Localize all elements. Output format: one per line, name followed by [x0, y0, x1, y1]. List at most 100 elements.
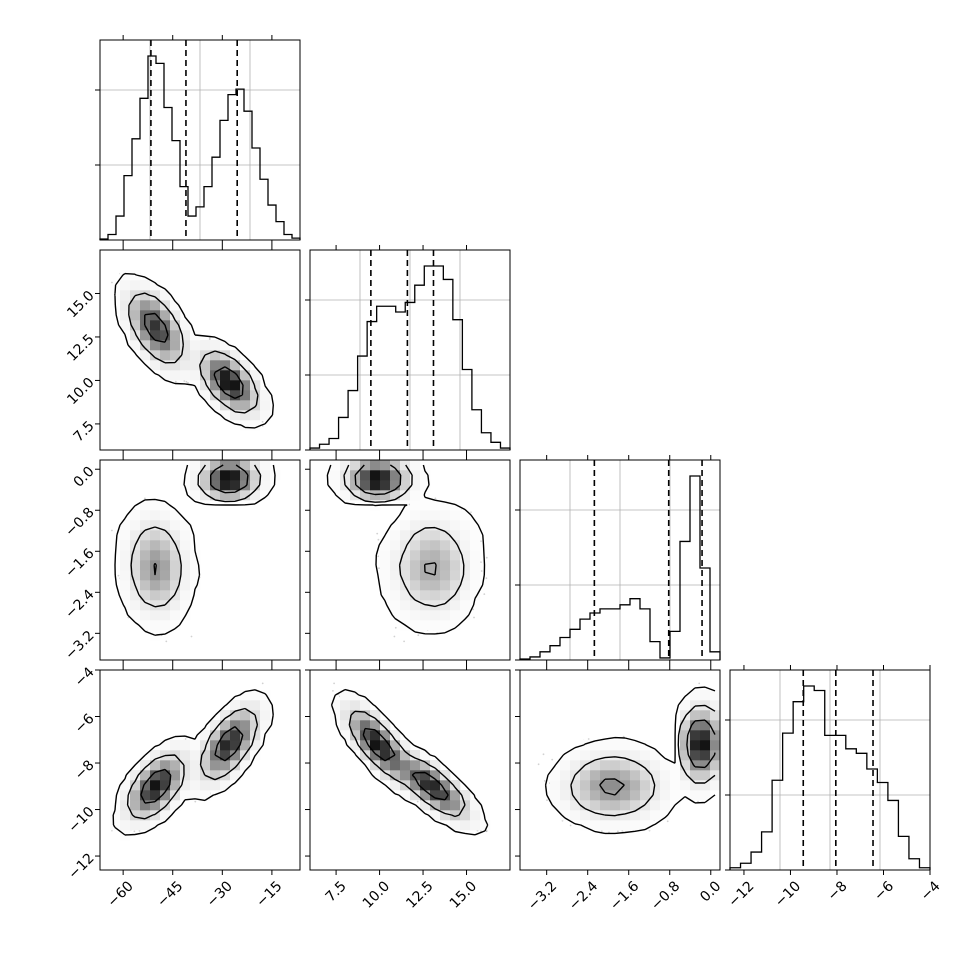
density-cell: [210, 490, 221, 501]
density-cell: [430, 760, 441, 771]
density-cell: [650, 770, 661, 781]
density-cell: [620, 770, 631, 781]
density-cell: [590, 750, 601, 761]
density-cell: [620, 790, 631, 801]
density-cell: [410, 620, 421, 631]
density-cell: [560, 750, 571, 761]
density-cell: [180, 580, 191, 591]
density-cell: [150, 530, 161, 541]
density-cell: [230, 390, 241, 401]
contour-line: [114, 272, 274, 429]
density-cell: [170, 560, 181, 571]
density-cell: [180, 350, 191, 361]
density-cell: [250, 470, 261, 481]
density-cell: [370, 730, 381, 741]
density-cell: [150, 810, 161, 821]
density-cell: [390, 600, 401, 611]
density-cell: [470, 540, 481, 551]
density-cell: [550, 800, 561, 811]
density-cell: [250, 740, 261, 751]
density-cell: [230, 480, 241, 491]
density-cell: [240, 360, 251, 371]
density-cell: [380, 540, 391, 551]
density-cell: [700, 780, 711, 791]
density-cell: [450, 570, 461, 581]
density-cell: [400, 530, 411, 541]
density-cell: [470, 590, 481, 601]
density-cell: [390, 570, 401, 581]
density-cell: [390, 730, 401, 741]
density-cell: [260, 490, 271, 501]
density-cell: [470, 530, 481, 541]
density-cell: [380, 750, 391, 761]
density-cell: [430, 610, 441, 621]
density-cell: [650, 810, 661, 821]
density-cell: [410, 500, 421, 511]
density-cell: [130, 320, 141, 331]
density-cell: [570, 750, 581, 761]
density-cell: [140, 620, 151, 631]
density-cell: [200, 470, 211, 481]
density-cell: [410, 770, 421, 781]
density-cell: [210, 360, 221, 371]
density-cell: [600, 770, 611, 781]
density-cell: [140, 560, 151, 571]
density-cell: [360, 480, 371, 491]
density-cell: [390, 610, 401, 621]
density-cell: [360, 460, 371, 471]
density-cell: [170, 760, 181, 771]
density-cell: [450, 550, 461, 561]
density-cell: [460, 540, 471, 551]
density-cell: [160, 780, 171, 791]
density-cell: [710, 760, 720, 771]
density-cell: [620, 740, 631, 751]
density-cell: [660, 770, 671, 781]
density-cell: [420, 570, 431, 581]
density-cell: [150, 760, 161, 771]
density-cell: [210, 770, 221, 781]
density-cell: [420, 610, 431, 621]
density-cell: [460, 790, 471, 801]
density-cell: [130, 790, 141, 801]
density-cell: [210, 480, 221, 491]
scatter-panel: [309, 459, 511, 661]
density-cell: [590, 770, 601, 781]
density-cell: [350, 730, 361, 741]
x-tick-label: −0.8: [648, 878, 683, 913]
density-cell: [210, 740, 221, 751]
density-cell: [690, 750, 701, 761]
density-cell: [630, 790, 641, 801]
density-cell: [120, 320, 131, 331]
density-cell: [580, 800, 591, 811]
density-cell: [200, 390, 211, 401]
density-cell: [260, 470, 271, 481]
density-cell: [220, 710, 231, 721]
density-cell: [460, 510, 471, 521]
density-cell: [240, 710, 251, 721]
density-cell: [710, 720, 720, 731]
density-cell: [660, 810, 671, 821]
density-cell: [180, 340, 191, 351]
density-cell: [700, 770, 711, 781]
density-cell: [460, 530, 471, 541]
density-cell: [230, 380, 241, 391]
density-cell: [200, 360, 211, 371]
density-cell: [700, 790, 711, 801]
density-cell: [250, 410, 261, 421]
x-tick-label: 0.0: [697, 878, 724, 905]
density-cell: [350, 460, 361, 471]
density-cell: [380, 590, 391, 601]
density-cell: [130, 270, 141, 281]
x-tick-label: −1.6: [607, 878, 642, 913]
density-cell: [180, 550, 191, 561]
density-cell: [470, 820, 481, 831]
density-cell: [260, 720, 271, 731]
density-cell: [140, 780, 151, 791]
density-cell: [140, 300, 151, 311]
density-cell: [120, 310, 131, 321]
density-cell: [550, 770, 561, 781]
density-cell: [590, 820, 601, 831]
density-cell: [130, 780, 141, 791]
density-cell: [690, 700, 701, 711]
